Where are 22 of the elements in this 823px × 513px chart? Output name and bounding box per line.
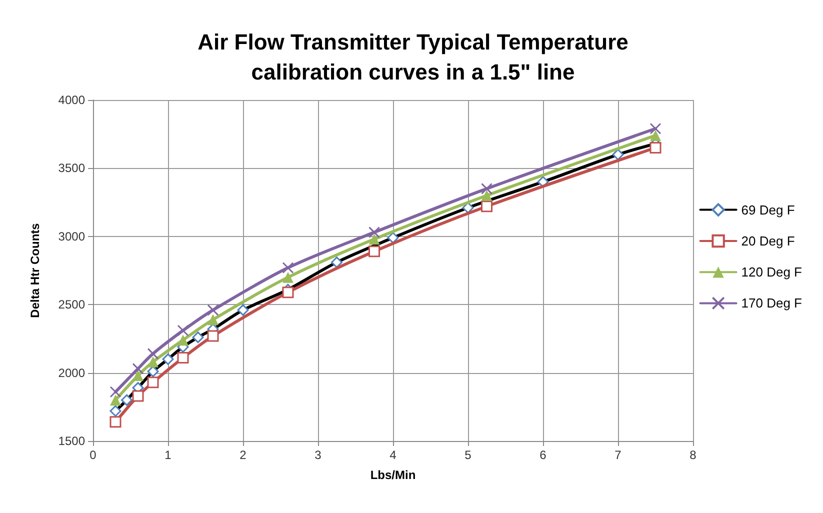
legend-label: 69 Deg F [741,202,795,218]
y-tick-label: 2500 [58,298,86,312]
x-tick-label: 8 [690,448,697,462]
x-tick-label: 2 [240,448,247,462]
legend-label: 170 Deg F [741,296,802,311]
x-axis-title: Lbs/Min [370,468,416,482]
y-tick-label: 3500 [58,161,86,176]
y-tick-label: 4000 [58,93,86,107]
y-tick-label: 3000 [58,229,86,244]
y-axis-title: Delta Htr Counts [28,222,42,318]
y-tick-label: 2000 [58,366,86,380]
x-tick-label: 1 [164,448,172,462]
x-tick-label: 0 [90,448,97,462]
x-tick-label: 4 [390,448,397,462]
y-tick-label: 1500 [58,434,86,448]
x-tick-label: 5 [464,448,472,462]
x-tick-label: 6 [540,448,547,462]
x-tick-label: 7 [614,448,622,462]
legend-label: 120 Deg F [741,264,802,280]
legend-label: 20 Deg F [741,234,795,248]
chart-title: Air Flow Transmitter Typical Temperature calibration curves in a 1.5" line [198,30,628,84]
x-tick-label: 3 [314,448,322,462]
